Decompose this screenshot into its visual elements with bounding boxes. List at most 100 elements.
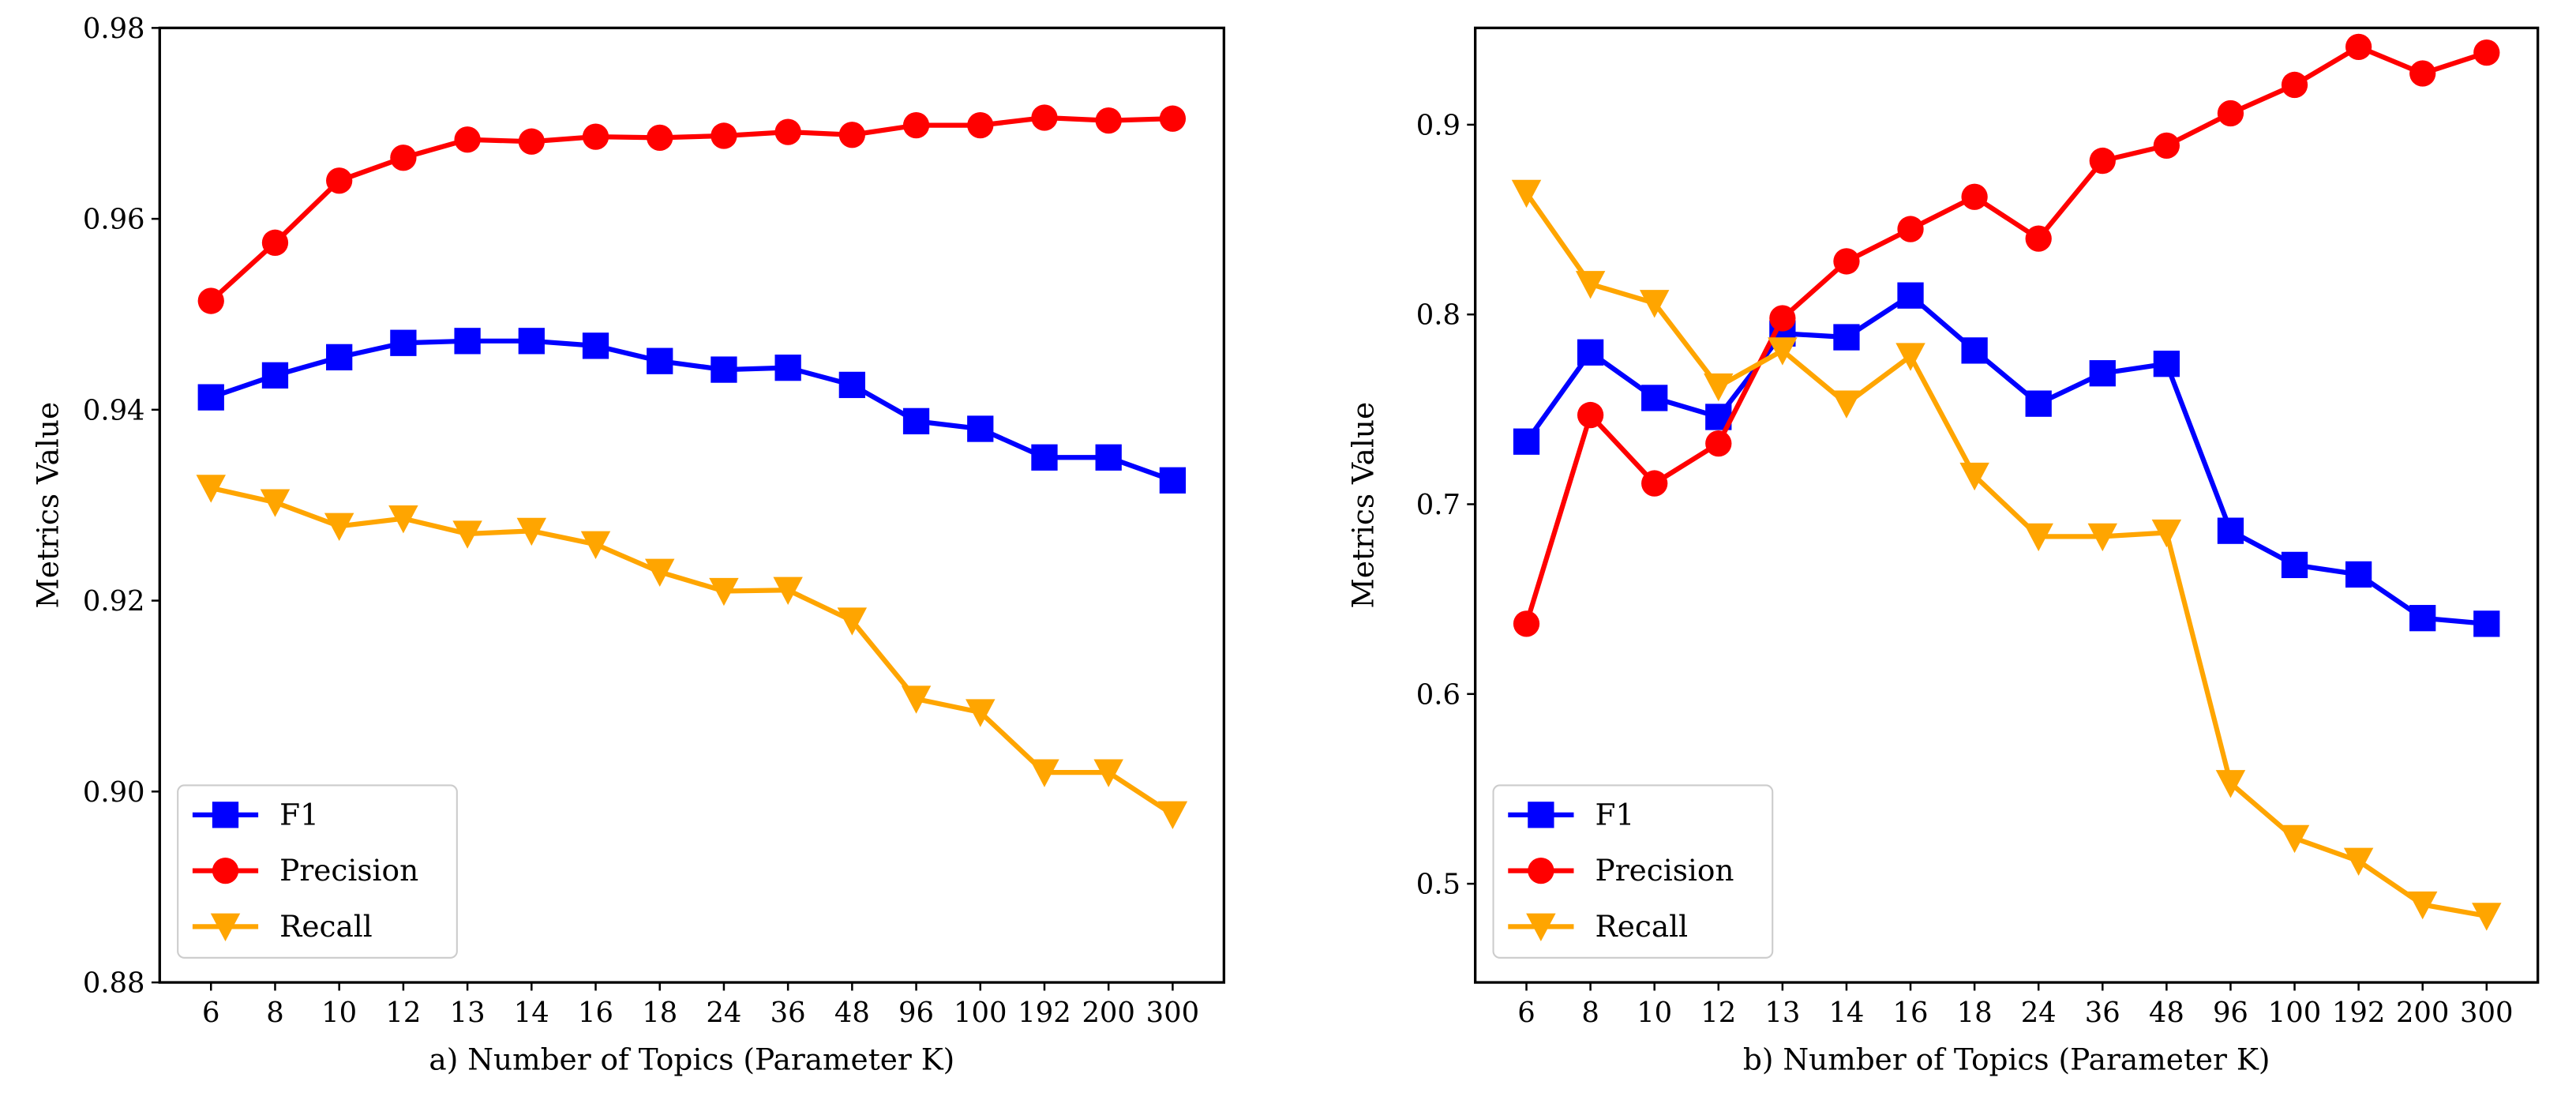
data-point [2025,390,2052,417]
data-point [966,699,996,727]
x-tick-label: 16 [1893,997,1929,1029]
data-point [2472,903,2502,931]
data-point [2409,605,2436,632]
y-axis-label: Metrics Value [1346,402,1381,609]
data-point [1157,801,1188,830]
y-axis-label: Metrics Value [30,402,65,609]
legend-label: Recall [279,909,373,944]
data-point [1095,107,1122,134]
data-point [2281,551,2308,579]
data-point [2281,71,2308,99]
data-point [2343,847,2374,876]
data-point [390,145,417,171]
x-tick-label: 192 [1018,997,1071,1029]
data-point [1513,428,1540,455]
legend-label: Precision [279,853,418,888]
data-point [2409,60,2436,87]
x-tick-label: 100 [954,997,1007,1029]
data-point [2087,523,2118,552]
data-point [838,122,865,148]
data-point [773,576,803,606]
legend-label: Recall [1595,909,1689,944]
data-point [582,123,609,150]
data-point [774,118,801,145]
data-point [516,517,547,546]
data-point [1769,305,1796,332]
legend-marker [210,913,241,942]
data-point [645,558,675,588]
data-point [647,347,673,374]
legend-box [177,784,458,959]
data-point [454,126,481,153]
data-point [2023,523,2053,552]
data-point [390,329,417,356]
y-tick-label: 0.96 [83,204,145,236]
y-tick-label: 0.6 [1416,678,1460,711]
data-point [2089,360,2116,387]
data-point [1895,343,1925,371]
data-point [1833,324,1860,351]
legend-marker [1526,913,1556,942]
x-tick-label: 36 [771,997,806,1029]
x-tick-label: 192 [2332,997,2386,1029]
series-line [1524,43,2488,625]
x-tick-label: 96 [2213,997,2248,1029]
data-point [197,384,224,411]
y-tick-label: 0.8 [1416,299,1460,332]
series-line [209,115,1173,303]
series-recall [1511,179,2502,931]
data-point [2153,351,2180,377]
data-point [902,112,930,139]
data-point [1641,385,1668,411]
data-point [647,124,673,152]
data-point [2089,147,2116,175]
data-point [2279,824,2310,854]
data-point [1897,282,1924,309]
data-point [1897,216,1924,242]
legend-marker [212,802,239,828]
data-point [197,287,224,314]
data-point [260,489,291,517]
data-point [1513,610,1540,637]
data-point [2151,519,2182,548]
x-tick-label: 300 [2460,997,2514,1029]
data-point [837,607,868,636]
data-point [2473,610,2500,637]
data-point [774,355,801,381]
data-point [1768,337,1798,366]
x-tick-label: 200 [1082,997,1135,1029]
plot-frame [1473,26,2540,984]
series-recall [196,475,1188,830]
data-point [1961,337,1988,364]
y-tick-label: 0.7 [1416,489,1460,521]
data-point [1093,759,1123,787]
series-f1 [1513,282,2500,637]
data-point [2217,100,2244,127]
data-point [1095,444,1122,471]
data-point [1159,467,1187,494]
data-point [1577,339,1604,366]
x-tick-label: 18 [1957,997,1993,1029]
legend-marker [1528,802,1554,828]
y-tick-label: 0.94 [83,394,145,426]
series-precision [1513,33,2500,637]
data-point [261,229,289,256]
y-tick-label: 0.90 [83,776,145,809]
series-precision [197,104,1187,314]
legend: F1 Precision Recall [177,784,458,959]
x-tick-label: 18 [642,997,677,1029]
data-point [1705,430,1732,457]
x-tick-label: 12 [1700,997,1736,1029]
data-point [324,513,354,542]
data-point [1959,462,1989,491]
x-tick-label: 16 [578,997,613,1029]
data-point [326,167,353,194]
data-point [2407,891,2438,920]
x-tick-label: 300 [1146,997,1200,1029]
data-point [1577,401,1604,429]
data-point [1029,759,1059,787]
x-tick-label: 48 [2149,997,2184,1029]
legend-marker [1528,857,1554,884]
data-point [261,362,289,389]
